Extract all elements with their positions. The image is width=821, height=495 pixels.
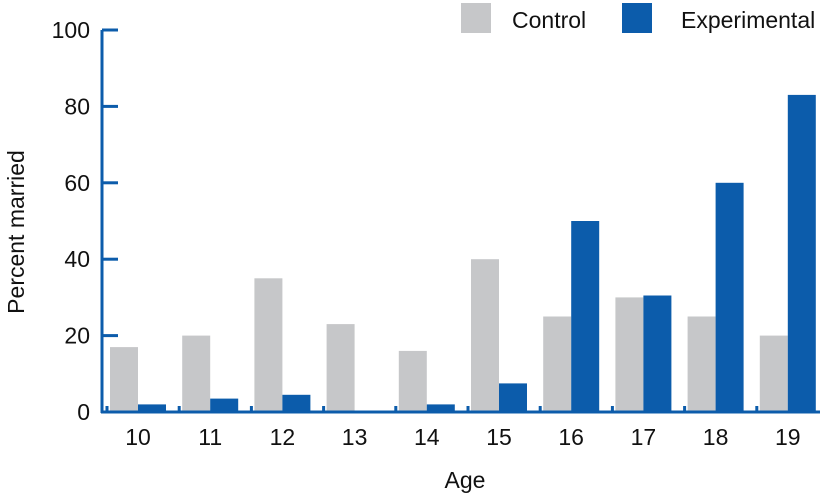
x-tick-label: 19 — [775, 424, 801, 450]
y-tick-label: 40 — [64, 246, 90, 272]
y-tick-label: 0 — [77, 399, 90, 425]
bar-experimental-18 — [715, 182, 744, 412]
y-tick-label: 80 — [64, 93, 90, 119]
x-tick-label: 14 — [414, 424, 440, 450]
y-tick-label: 60 — [64, 170, 90, 196]
legend-label-experimental: Experimental — [681, 7, 815, 33]
bar-experimental-17 — [643, 295, 672, 412]
bar-control-12 — [254, 278, 283, 412]
bar-control-14 — [398, 350, 427, 412]
y-tick-label: 100 — [52, 17, 90, 43]
x-tick-label: 18 — [703, 424, 729, 450]
x-tick-label: 10 — [125, 424, 151, 450]
bar-control-15 — [471, 259, 499, 412]
bar-experimental-11 — [210, 398, 239, 412]
bar-experimental-16 — [571, 221, 600, 412]
legend-swatch-experimental — [622, 3, 652, 33]
bar-control-10 — [110, 347, 138, 412]
x-tick-label: 17 — [631, 424, 657, 450]
bar-experimental-10 — [138, 404, 166, 412]
bar-experimental-12 — [282, 394, 311, 412]
bars — [110, 94, 816, 413]
axes — [100, 28, 820, 414]
x-tick-label: 13 — [342, 424, 368, 450]
bar-control-13 — [326, 324, 355, 412]
y-tick-label: 20 — [64, 323, 90, 349]
legend-swatch-control — [461, 3, 491, 33]
bar-control-19 — [759, 335, 788, 412]
x-tick-labels: 10 11 12 13 14 15 16 17 18 19 — [125, 424, 800, 450]
legend-label-control: Control — [512, 7, 586, 33]
bar-control-16 — [543, 316, 572, 412]
x-tick-label: 15 — [486, 424, 512, 450]
bar-experimental-14 — [426, 404, 455, 412]
x-tick-label: 12 — [270, 424, 296, 450]
x-tick-label: 16 — [558, 424, 584, 450]
bar-control-11 — [182, 335, 211, 412]
x-tick-label: 11 — [198, 424, 222, 450]
bar-control-18 — [687, 316, 716, 412]
bar-experimental-19 — [787, 94, 816, 413]
y-tick-labels: 0 20 40 60 80 100 — [52, 17, 90, 425]
bar-control-17 — [615, 297, 644, 412]
legend: Control Experimental — [461, 3, 815, 33]
x-axis-title: Age — [445, 467, 486, 493]
bar-experimental-15 — [499, 383, 527, 412]
y-axis-title: Percent married — [3, 150, 29, 314]
